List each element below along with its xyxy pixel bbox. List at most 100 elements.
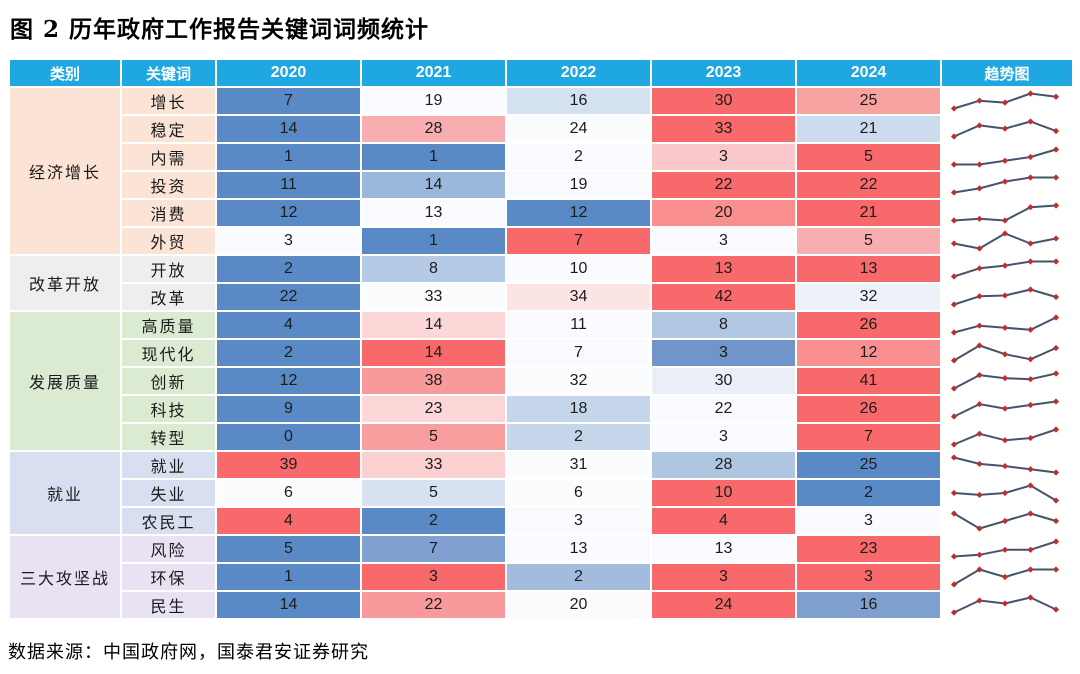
trend-marker [950,609,958,616]
keyword-cell-消费: 消费 [120,198,217,228]
keyword-cell-投资: 投资 [120,170,217,200]
value-cell-科技-2021: 23 [360,394,507,424]
keyword-cell-创新: 创新 [120,366,217,396]
trend-marker [1052,606,1060,613]
column-header-2023: 2023 [650,58,797,88]
trend-marker [1052,344,1060,352]
value-cell-开放-2024: 13 [795,254,942,284]
trend-cell-风险 [940,534,1074,564]
table-row-开放: 改革开放 开放 2 8 10 13 13 [8,254,1074,312]
table-row-创新: 创新 12 38 32 30 41 [9,366,1074,396]
value-cell-失业-2021: 5 [360,478,507,508]
trend-sparkline [950,482,1060,504]
trend-marker [976,566,983,573]
trend-cell-就业 [940,450,1074,480]
trend-cell-创新 [940,366,1074,396]
value-cell-稳定-2020: 14 [215,114,362,144]
trend-sparkline [950,230,1060,252]
value-cell-民生-2020: 14 [215,590,362,620]
trend-marker [1052,314,1060,321]
trend-marker [1052,538,1060,545]
value-cell-环保-2024: 3 [795,562,942,592]
trend-marker [976,525,983,532]
keyword-cell-内需: 内需 [120,142,217,172]
trend-marker [950,133,958,140]
value-cell-创新-2022: 32 [505,366,652,396]
trend-marker [1027,258,1034,265]
trend-sparkline [950,426,1060,448]
value-cell-环保-2021: 3 [360,562,507,592]
keyword-cell-增长: 增长 [120,86,217,116]
trend-sparkline [950,258,1060,280]
trend-sparkline [950,510,1060,532]
column-header-2020: 2020 [215,58,362,88]
value-cell-科技-2023: 22 [650,394,797,424]
value-cell-投资-2023: 22 [650,170,797,200]
value-cell-风险-2024: 23 [795,534,942,564]
value-cell-现代化-2023: 3 [650,338,797,368]
value-cell-环保-2023: 3 [650,562,797,592]
value-cell-转型-2020: 0 [215,422,362,452]
trend-cell-失业 [940,478,1074,508]
trend-marker [1001,125,1009,132]
keyword-cell-高质量: 高质量 [120,310,217,340]
category-cell-发展质量: 发展质量 [8,310,122,452]
value-cell-民生-2021: 22 [360,590,507,620]
trend-sparkline [950,454,1060,476]
value-cell-稳定-2023: 33 [650,114,797,144]
column-header-category: 类别 [8,58,122,88]
value-cell-消费-2022: 12 [505,198,652,228]
value-cell-创新-2024: 41 [795,366,942,396]
column-header-2024: 2024 [795,58,942,88]
category-cell-改革开放: 改革开放 [8,254,122,312]
value-cell-改革-2023: 42 [650,282,797,312]
trend-marker [1052,127,1060,135]
trend-marker [1027,90,1034,97]
value-cell-增长-2024: 25 [795,86,942,116]
value-cell-农民工-2024: 3 [795,506,942,536]
value-cell-科技-2022: 18 [505,394,652,424]
trend-marker [1001,375,1009,382]
trend-marker [950,581,958,588]
keyword-cell-科技: 科技 [120,394,217,424]
trend-cell-转型 [940,422,1074,452]
trend-marker [950,441,958,448]
table-row-高质量: 发展质量 高质量 4 14 11 8 26 [8,310,1074,452]
trend-marker [1027,286,1034,293]
trend-marker [1001,292,1009,299]
value-cell-民生-2023: 24 [650,590,797,620]
value-cell-风险-2020: 5 [215,534,362,564]
trend-marker [976,245,983,252]
value-cell-农民工-2023: 4 [650,506,797,536]
trend-cell-科技 [940,394,1074,424]
trend-marker [1001,178,1009,185]
value-cell-失业-2024: 2 [795,478,942,508]
value-cell-转型-2022: 2 [505,422,652,452]
value-cell-转型-2023: 3 [650,422,797,452]
value-cell-开放-2020: 2 [215,254,362,284]
trend-marker [1027,240,1034,247]
trend-marker [1001,230,1009,237]
table-row-稳定: 稳定 14 28 24 33 21 [9,114,1074,144]
trend-marker [950,553,958,560]
table-row-改革: 改革 22 33 34 42 32 [9,282,1074,312]
value-cell-稳定-2022: 24 [505,114,652,144]
column-header-trend: 趋势图 [940,58,1074,88]
trend-cell-环保 [940,562,1074,592]
value-cell-改革-2022: 34 [505,282,652,312]
value-cell-投资-2024: 22 [795,170,942,200]
value-cell-科技-2020: 9 [215,394,362,424]
trend-marker [950,489,958,497]
trend-cell-稳定 [940,114,1074,144]
column-header-keyword: 关键词 [120,58,217,88]
table-header-row: 类别 关键词 2020 2021 2022 2023 2024 趋势图 [8,58,1074,88]
trend-marker [950,301,958,308]
trend-cell-高质量 [940,310,1074,340]
table-row-环保: 环保 1 3 2 3 3 [9,562,1074,592]
trend-sparkline [950,594,1060,616]
value-cell-内需-2022: 2 [505,142,652,172]
trend-marker [950,105,958,112]
value-cell-高质量-2023: 8 [650,310,797,340]
trend-cell-投资 [940,170,1074,200]
trend-marker [1027,510,1034,517]
